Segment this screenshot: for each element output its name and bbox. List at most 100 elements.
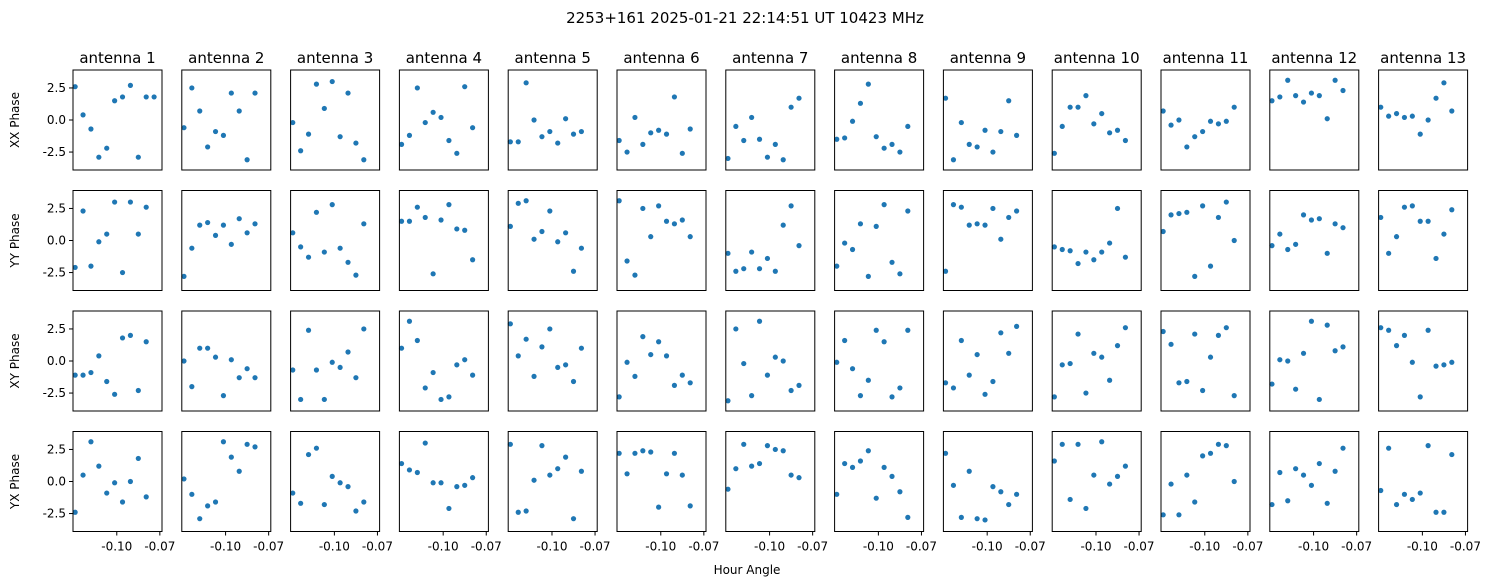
data-point [1083, 93, 1089, 99]
data-point [1285, 358, 1291, 364]
data-point [563, 454, 569, 460]
data-point [897, 271, 903, 277]
data-point [353, 508, 359, 514]
data-point [1300, 350, 1307, 356]
data-point [252, 221, 258, 227]
data-point [1099, 110, 1105, 117]
x-tick-label: -0.10 [101, 540, 132, 554]
data-point [687, 234, 693, 240]
panel-frame [181, 431, 272, 532]
data-point [454, 484, 460, 490]
x-tick-label: -0.10 [1189, 540, 1220, 554]
data-point [942, 95, 949, 101]
data-point [749, 249, 755, 255]
data-point [555, 364, 561, 371]
data-point [725, 398, 731, 404]
data-point [197, 222, 203, 228]
data-point [446, 505, 452, 512]
data-point [1006, 501, 1012, 508]
panel-frame [181, 190, 272, 291]
data-point [1433, 255, 1439, 262]
data-point [523, 336, 529, 342]
data-point [298, 244, 304, 250]
data-point [515, 139, 521, 145]
data-point [725, 155, 731, 162]
panel-frame [1378, 190, 1469, 291]
x-tick-label: -0.10 [319, 540, 350, 554]
data-point [679, 150, 685, 156]
data-point [329, 78, 335, 85]
data-point [741, 360, 747, 367]
data-point [1168, 481, 1174, 487]
data-point [1231, 393, 1237, 399]
data-point [881, 339, 887, 345]
data-point [842, 460, 848, 467]
panel-frame [507, 69, 598, 171]
data-point [80, 208, 86, 214]
data-point [842, 240, 848, 246]
data-point [119, 499, 126, 505]
data-point [656, 203, 662, 209]
data-point [446, 394, 452, 400]
panel-frame [290, 431, 381, 532]
data-point [189, 245, 195, 251]
data-point [733, 123, 739, 130]
data-point [1417, 394, 1423, 400]
data-point [414, 85, 420, 91]
data-point [563, 362, 569, 368]
data-point [834, 491, 840, 497]
data-point [733, 268, 739, 274]
data-point [764, 443, 771, 449]
data-point [1006, 214, 1012, 221]
data-point [1075, 104, 1081, 110]
antenna-title: antenna 1 [79, 49, 155, 67]
data-point [857, 221, 864, 227]
data-point [966, 222, 972, 228]
data-point [671, 94, 678, 100]
x-tick-label: -0.07 [362, 540, 393, 554]
panel-frame [1160, 69, 1251, 171]
data-point [1433, 363, 1439, 369]
data-point [1083, 390, 1089, 396]
data-point [1107, 481, 1113, 487]
data-point [756, 318, 763, 324]
x-tick-label: -0.07 [144, 540, 175, 554]
x-tick-label: -0.07 [1450, 540, 1481, 554]
data-point [1378, 325, 1384, 331]
data-point [671, 450, 678, 456]
data-point [1091, 472, 1097, 478]
data-point [345, 484, 351, 490]
data-point [1114, 473, 1121, 479]
data-point [780, 448, 786, 454]
data-point [1277, 231, 1283, 237]
data-point [337, 134, 343, 140]
x-tick-label: -0.10 [754, 540, 785, 554]
panel-frame [398, 69, 489, 171]
data-point [974, 351, 980, 358]
data-point [1192, 499, 1198, 505]
data-point [1393, 234, 1400, 240]
y-tick-label: 0.0 [47, 475, 66, 489]
data-point [1223, 118, 1229, 124]
data-point [1168, 341, 1174, 347]
data-point [523, 508, 529, 514]
data-point [834, 136, 840, 142]
data-point [422, 385, 428, 391]
data-point [406, 318, 413, 324]
data-point [1160, 512, 1166, 518]
data-point [197, 516, 203, 522]
data-point [1285, 246, 1291, 253]
data-point [228, 241, 234, 247]
panel-frame [834, 69, 925, 171]
data-point [361, 326, 367, 332]
data-point [337, 480, 343, 486]
data-point [648, 351, 654, 358]
data-point [80, 112, 86, 118]
data-point [329, 202, 335, 208]
data-point [539, 443, 545, 449]
data-point [1300, 212, 1307, 218]
data-point [1207, 263, 1214, 269]
data-point [616, 394, 622, 400]
data-point [290, 490, 296, 496]
data-point [88, 369, 94, 376]
